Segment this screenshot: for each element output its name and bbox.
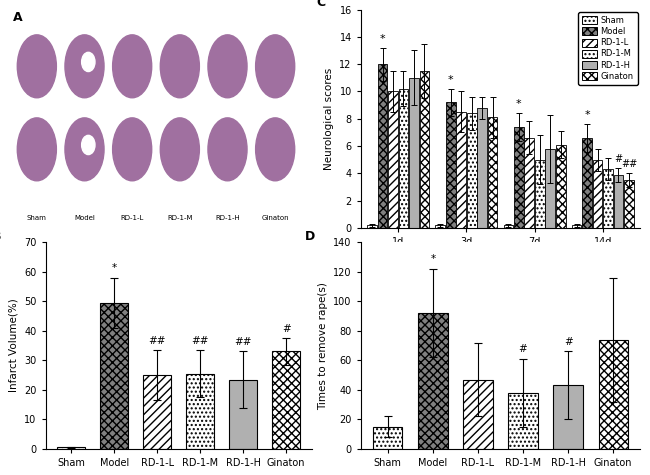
Bar xyxy=(463,380,493,449)
Ellipse shape xyxy=(65,35,104,98)
Text: *: * xyxy=(584,110,590,120)
Text: #: # xyxy=(519,344,527,354)
Text: *: * xyxy=(380,34,385,44)
Text: C: C xyxy=(316,0,325,10)
Text: B: B xyxy=(0,230,2,243)
Bar xyxy=(456,112,466,228)
Bar xyxy=(624,180,634,228)
Bar xyxy=(599,340,628,449)
Text: Sham: Sham xyxy=(27,215,47,221)
Text: *: * xyxy=(516,99,522,109)
Bar xyxy=(603,169,613,228)
Ellipse shape xyxy=(255,35,294,98)
Bar xyxy=(367,225,377,228)
Bar xyxy=(436,225,445,228)
Text: ##: ## xyxy=(235,337,252,347)
Bar xyxy=(418,313,448,449)
Bar xyxy=(508,393,538,449)
Bar xyxy=(525,138,534,228)
Text: RD-1-H: RD-1-H xyxy=(215,215,240,221)
Bar xyxy=(57,447,85,449)
Bar xyxy=(409,78,419,228)
Bar xyxy=(477,108,487,228)
Ellipse shape xyxy=(65,118,104,181)
Bar xyxy=(272,352,300,449)
Bar xyxy=(187,374,214,449)
Bar xyxy=(535,160,545,228)
Text: D: D xyxy=(305,230,315,243)
Text: ##: ## xyxy=(621,159,637,169)
Ellipse shape xyxy=(18,118,57,181)
Bar xyxy=(378,64,387,228)
Bar xyxy=(514,127,524,228)
Bar xyxy=(388,91,398,228)
Bar xyxy=(446,103,456,228)
Text: Ginaton: Ginaton xyxy=(261,215,289,221)
Text: ##: ## xyxy=(192,335,209,346)
Y-axis label: Times to remove rape(s): Times to remove rape(s) xyxy=(318,282,328,409)
Text: *: * xyxy=(112,263,117,273)
Bar xyxy=(488,117,497,228)
Bar xyxy=(582,138,592,228)
Ellipse shape xyxy=(208,118,247,181)
Ellipse shape xyxy=(161,118,200,181)
Bar xyxy=(614,175,623,228)
Text: RD-1-L: RD-1-L xyxy=(120,215,144,221)
Bar xyxy=(100,303,128,449)
Text: #: # xyxy=(564,337,573,347)
Ellipse shape xyxy=(18,35,57,98)
Text: Model: Model xyxy=(74,215,95,221)
Text: #: # xyxy=(614,154,623,164)
Bar xyxy=(553,385,583,449)
Bar xyxy=(229,380,257,449)
Ellipse shape xyxy=(255,118,294,181)
Bar xyxy=(593,160,603,228)
Legend: Sham, Model, RD-1-L, RD-1-M, RD-1-H, Ginaton: Sham, Model, RD-1-L, RD-1-M, RD-1-H, Gin… xyxy=(578,12,638,85)
Bar xyxy=(572,225,582,228)
Bar xyxy=(398,89,408,228)
Y-axis label: Neurological scores: Neurological scores xyxy=(324,67,334,170)
Ellipse shape xyxy=(82,52,95,72)
Ellipse shape xyxy=(112,35,151,98)
Ellipse shape xyxy=(82,135,95,154)
Ellipse shape xyxy=(112,118,151,181)
Text: RD-1-M: RD-1-M xyxy=(167,215,192,221)
Bar xyxy=(373,427,402,449)
Bar xyxy=(143,375,171,449)
Ellipse shape xyxy=(161,35,200,98)
Text: A: A xyxy=(13,11,23,24)
Text: *: * xyxy=(448,75,454,85)
Text: #: # xyxy=(282,324,291,334)
Bar xyxy=(467,114,476,228)
Text: ##: ## xyxy=(148,335,166,346)
Bar xyxy=(556,145,566,228)
Text: *: * xyxy=(430,255,436,265)
Bar xyxy=(504,225,514,228)
Bar xyxy=(419,71,429,228)
Y-axis label: Infarct Volume(%): Infarct Volume(%) xyxy=(8,299,19,392)
Bar xyxy=(545,149,555,228)
Ellipse shape xyxy=(208,35,247,98)
